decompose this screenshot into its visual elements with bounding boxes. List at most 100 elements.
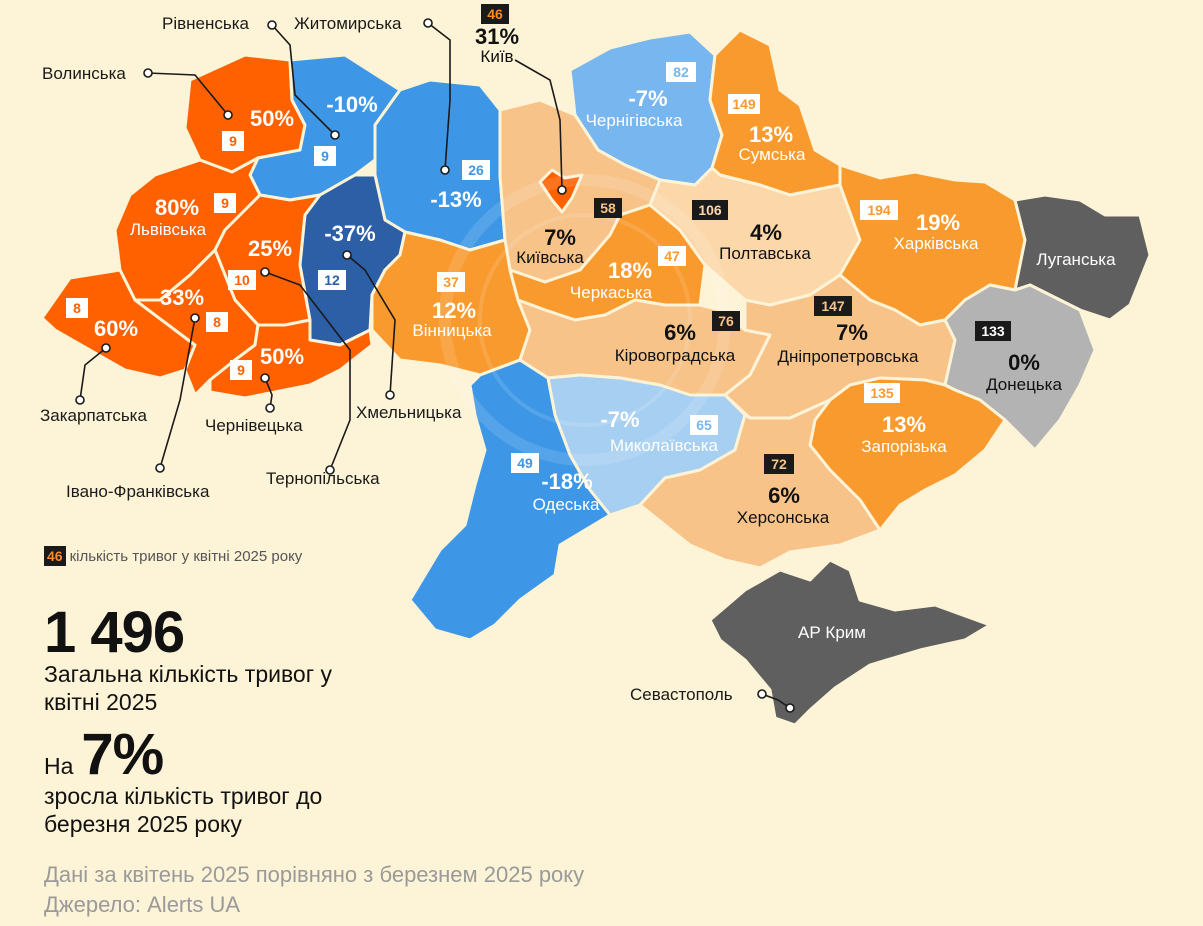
dot-rivnenska-end <box>330 130 340 140</box>
name-zaporizka: Запорізька <box>861 437 947 456</box>
svg-text:37: 37 <box>443 274 459 290</box>
change-sumska: 13% <box>749 122 793 147</box>
name-mykolaivska: Миколаївська <box>610 436 718 455</box>
svg-text:147: 147 <box>821 298 845 314</box>
leader-rivnenska <box>271 24 336 136</box>
change-zakarpatska: 60% <box>94 316 138 341</box>
ext-label-khmelnytska: Хмельницька <box>356 403 462 422</box>
dot-ivano-frankivska-end <box>155 463 165 473</box>
dot-sevastopol-end <box>785 703 795 713</box>
svg-text:133: 133 <box>981 323 1005 339</box>
region-odeska[interactable] <box>408 358 612 642</box>
change-zaporizka: 13% <box>882 412 926 437</box>
count-badge-kharkivska: 194 <box>860 200 898 220</box>
ext-label-ivano-frankivska: Івано-Франківська <box>66 482 210 501</box>
count-badges: 9 9 26 46 58 82 149 9 10 12 37 47 106 19… <box>66 4 1011 474</box>
legend-text: кількість тривог у квітні 2025 року <box>69 547 303 565</box>
count-badge-volynska: 9 <box>222 131 244 151</box>
name-kirovohradska: Кіровоградська <box>615 346 736 365</box>
map-legend: 46 кількість тривог у квітні 2025 року <box>44 546 302 566</box>
svg-text:26: 26 <box>468 162 484 178</box>
change-ternopilska: 25% <box>248 236 292 261</box>
change-khersonska: 6% <box>768 483 800 508</box>
leader-kyiv <box>514 59 563 191</box>
count-badge-kyivska: 58 <box>594 198 622 218</box>
ext-label-zakarpatska: Закарпатська <box>40 406 147 425</box>
count-badge-vinnytska: 37 <box>437 272 465 292</box>
svg-text:82: 82 <box>673 64 689 80</box>
leader-lines <box>79 22 791 709</box>
svg-text:47: 47 <box>664 248 680 264</box>
name-vinnytska: Вінницька <box>412 321 492 340</box>
svg-text:9: 9 <box>221 195 229 211</box>
count-badge-ivano-frankivska: 8 <box>206 312 228 332</box>
footer-source: Джерело: Alerts UA <box>44 892 241 917</box>
ext-label-ternopilska: Тернопільська <box>266 469 380 488</box>
change-ivano-frankivska: 33% <box>160 285 204 310</box>
total-alerts-description: Загальна кількість тривог у квітні 2025 <box>44 661 333 715</box>
dot-zakarpatska-end <box>75 395 85 405</box>
change-kharkivska: 19% <box>916 210 960 235</box>
name-sumska: Сумська <box>739 145 806 164</box>
name-kyiv: Київ <box>480 47 513 66</box>
change-chernivetska: 50% <box>260 344 304 369</box>
dot-zhytomyrska <box>423 18 433 28</box>
leader-zhytomyrska <box>427 22 451 171</box>
ext-label-sevastopol: Севастополь <box>630 685 733 704</box>
svg-text:65: 65 <box>696 417 712 433</box>
change-cherkaska: 18% <box>608 258 652 283</box>
leader-khmelnytska <box>346 254 396 396</box>
change-kyiv: 31% <box>475 24 519 49</box>
count-badge-dnipropetrovska: 147 <box>814 296 852 316</box>
svg-text:8: 8 <box>73 300 81 316</box>
svg-text:12: 12 <box>324 272 340 288</box>
name-kyivska: Київська <box>516 248 584 267</box>
leader-ternopilska <box>264 271 351 471</box>
change-donetska: 0% <box>1008 350 1040 375</box>
region-krym[interactable] <box>708 558 992 727</box>
count-badge-ternopilska: 10 <box>228 270 256 290</box>
svg-text:9: 9 <box>321 148 329 164</box>
ext-label-zhytomyrska: Житомирська <box>294 14 402 33</box>
dot-chernivetska-end <box>265 403 275 413</box>
leader-ivano-frankivska <box>159 317 196 469</box>
svg-text:9: 9 <box>237 362 245 378</box>
change-prefix: На <box>44 753 74 779</box>
ext-label-volynska: Волинська <box>42 64 126 83</box>
svg-text:194: 194 <box>867 202 891 218</box>
dot-zakarpatska <box>101 343 111 353</box>
name-odeska: Одеська <box>533 495 600 514</box>
footer-comparison-note: Дані за квітень 2025 порівняно з березне… <box>44 862 585 887</box>
external-labels: Волинська Рівненська Житомирська Закарпа… <box>40 14 733 704</box>
count-badge-lvivska: 9 <box>214 193 236 213</box>
svg-text:106: 106 <box>698 202 722 218</box>
change-percent: 7% <box>81 722 164 787</box>
svg-text:49: 49 <box>517 455 533 471</box>
count-badge-chernivetska: 9 <box>230 360 252 380</box>
count-badge-zakarpatska: 8 <box>66 298 88 318</box>
dot-ternopilska <box>260 267 270 277</box>
change-rivnenska: -10% <box>326 92 377 117</box>
svg-text:149: 149 <box>732 96 756 112</box>
leader-volynska <box>147 72 229 116</box>
change-description: зросла кількість тривог до березня 2025 … <box>44 783 323 837</box>
dot-ivano-frankivska <box>190 313 200 323</box>
total-alerts-number: 1 496 <box>44 600 185 665</box>
dot-zhytomyrska-end <box>440 165 450 175</box>
name-luhanska: Луганська <box>1036 250 1116 269</box>
svg-text:10: 10 <box>234 272 250 288</box>
dot-volynska <box>143 68 153 78</box>
change-khmelnytska: -37% <box>324 221 375 246</box>
change-poltavska: 4% <box>750 220 782 245</box>
region-khersonska[interactable] <box>638 398 882 570</box>
name-khersonska: Херсонська <box>737 508 830 527</box>
change-kyivska: 7% <box>544 225 576 250</box>
change-mykolaivska: -7% <box>600 407 639 432</box>
dot-kyiv-end <box>557 185 567 195</box>
count-badge-zhytomyrska: 26 <box>462 160 490 180</box>
dot-khmelnytska <box>342 250 352 260</box>
svg-text:9: 9 <box>229 133 237 149</box>
name-krym: АР Крим <box>798 623 866 642</box>
region-names: Київ Київська Чернігівська Сумська Львів… <box>130 47 1116 642</box>
